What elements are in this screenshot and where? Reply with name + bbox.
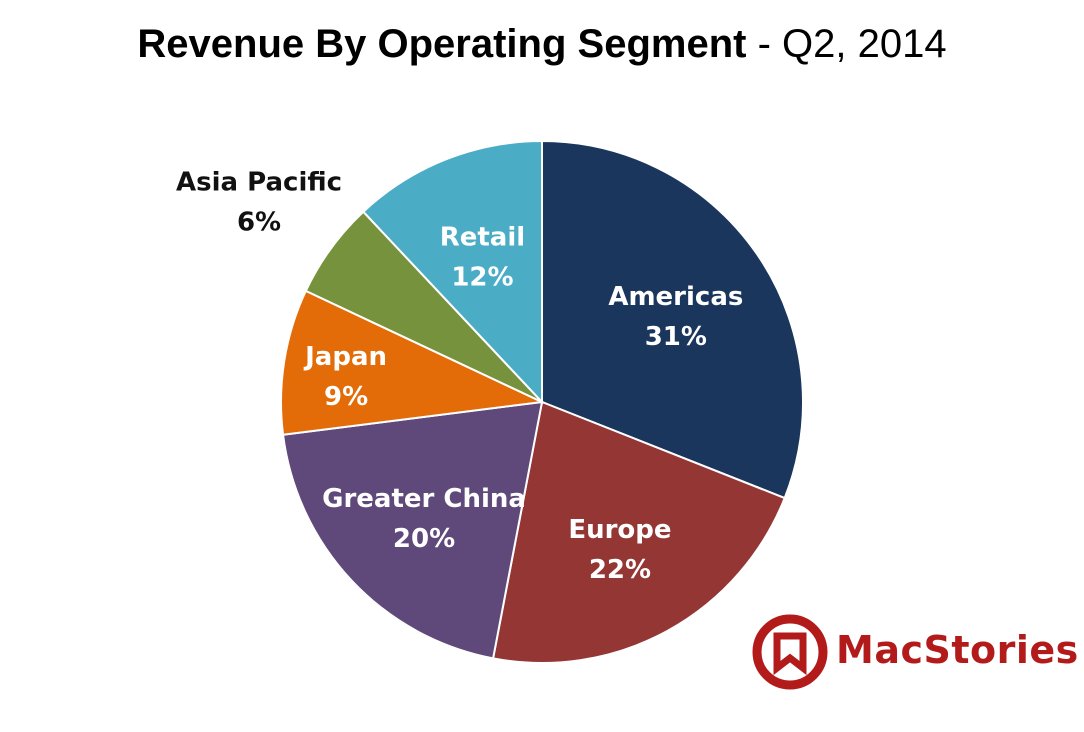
slice-value-asia-pacific: 6% bbox=[237, 207, 281, 237]
bookmark-icon bbox=[752, 614, 828, 690]
chart-title-main: Revenue By Operating Segment bbox=[137, 22, 747, 66]
pie-slice-europe bbox=[491, 400, 786, 664]
chart-title: Revenue By Operating Segment - Q2, 2014 bbox=[0, 22, 1084, 67]
slice-value-greater-china: 20% bbox=[393, 524, 455, 554]
pie-labels: Americas 31% Europe 22% Greater China 20% Japa… bbox=[176, 167, 743, 584]
pie-slice-americas bbox=[541, 139, 804, 500]
slice-value-retail: 12% bbox=[451, 263, 513, 293]
slice-label-greater-china: Greater China bbox=[322, 484, 526, 514]
slice-value-japan: 9% bbox=[324, 382, 368, 412]
pie-slice-japan bbox=[280, 289, 546, 436]
pie-slice-greater-china bbox=[281, 400, 544, 660]
slice-label-retail: Retail bbox=[440, 223, 525, 253]
logo-text: MacStories bbox=[836, 628, 1079, 672]
macstories-logo: MacStories bbox=[752, 614, 1078, 690]
chart-title-sub: - Q2, 2014 bbox=[746, 22, 947, 66]
slice-value-europe: 22% bbox=[589, 555, 651, 585]
slice-label-asia-pacific: Asia Pacific bbox=[176, 167, 342, 197]
pie-slice-retail bbox=[361, 139, 543, 405]
slice-value-americas: 31% bbox=[645, 322, 707, 352]
slice-label-japan: Japan bbox=[303, 342, 387, 372]
slice-label-europe: Europe bbox=[568, 515, 671, 545]
pie-slices bbox=[280, 139, 804, 664]
slice-label-americas: Americas bbox=[608, 282, 743, 312]
